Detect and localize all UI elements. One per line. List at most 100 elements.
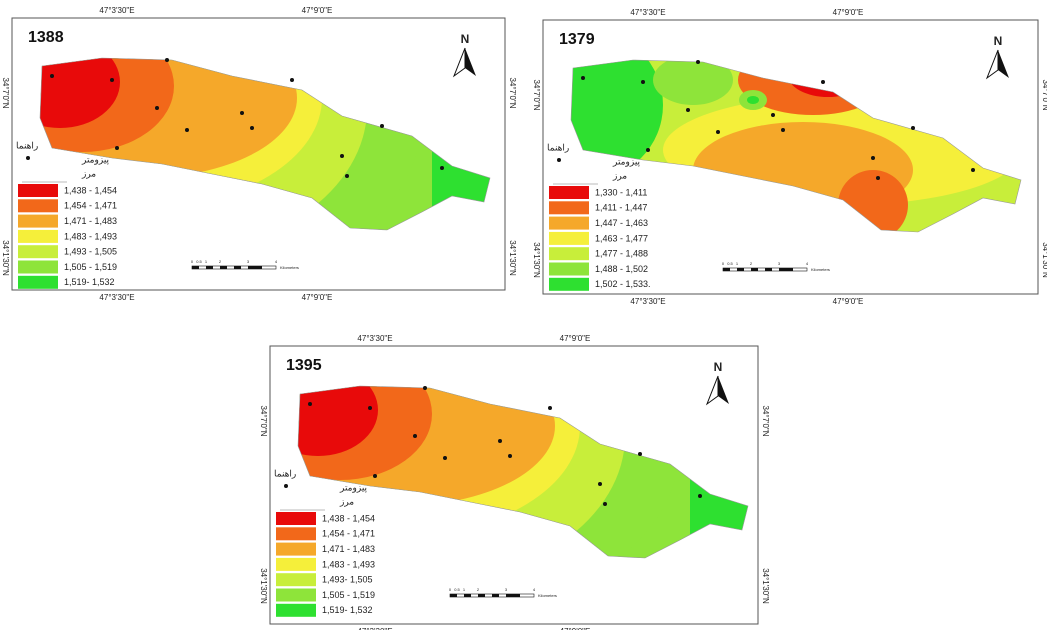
legend-swatch (549, 277, 589, 291)
piezometer-point (110, 78, 114, 82)
piezometer-point (373, 474, 377, 478)
scale-bar (765, 268, 772, 271)
scale-bar (492, 594, 499, 597)
legend-label: 1,493 - 1,505 (64, 247, 117, 257)
scale-unit: Kilometers (811, 267, 830, 272)
scale-bar (464, 594, 471, 597)
legend-swatch (549, 231, 589, 245)
legend-label: 1,483 - 1,493 (64, 231, 117, 241)
coord-label: 34°1'30"N (532, 242, 541, 278)
piezometer-point (290, 78, 294, 82)
coord-label: 34°7'0"N (1041, 79, 1047, 110)
legend-swatch (549, 186, 589, 199)
piezometer-point (641, 80, 645, 84)
legend-label: 1,330 - 1,411 (595, 187, 647, 197)
scale-bar (723, 268, 730, 271)
north-label: N (714, 360, 723, 374)
legend-swatch (18, 214, 58, 228)
north-label: N (994, 34, 1003, 48)
map-title: 1395 (286, 357, 322, 374)
piezometer-point (821, 80, 825, 84)
piezometer-point (250, 126, 254, 130)
legend-label: 1,471 - 1,483 (322, 544, 375, 554)
piezometer-point (581, 76, 585, 80)
coord-label: 47°9'0"E (833, 8, 864, 17)
piezometer-point (380, 124, 384, 128)
coord-label: 34°1'30"N (259, 568, 268, 604)
scale-tick: 3 (247, 259, 250, 264)
scale-bar (506, 594, 520, 597)
piezometer-point (876, 176, 880, 180)
legend-label: 1,471 - 1,483 (64, 216, 117, 226)
legend-point: پیزومتر (81, 154, 110, 165)
piezometer-point (686, 108, 690, 112)
scale-bar (478, 594, 485, 597)
coord-label: 47°3'30"E (357, 334, 392, 343)
north-arrow (452, 47, 466, 78)
coord-label: 34°1'30"N (508, 240, 517, 276)
scale-bar (220, 266, 227, 269)
scale-bar (206, 266, 213, 269)
scale-tick: 3 (505, 587, 508, 592)
piezometer-point (115, 146, 119, 150)
coord-label: 47°3'30"E (357, 627, 392, 630)
piezometer-point (423, 386, 427, 390)
legend-label: 1,438 - 1,454 (322, 513, 375, 523)
scale-bar (248, 266, 262, 269)
north-arrow (465, 48, 476, 76)
coord-label: 34°7'0"N (508, 77, 517, 108)
piezometer-point (638, 452, 642, 456)
legend-label: 1,454 - 1,471 (64, 201, 117, 211)
piezometer-point (771, 113, 775, 117)
piezometer-point (911, 126, 915, 130)
scale-bar (234, 266, 241, 269)
north-arrow (985, 49, 999, 80)
legend-label: 1,505 - 1,519 (322, 590, 375, 600)
legend-point-symbol (557, 158, 561, 162)
legend-label: 1,438 - 1,454 (64, 185, 117, 195)
scale-tick: 1 (463, 587, 466, 592)
legend-point-symbol (26, 156, 30, 160)
scale-tick: 0 (449, 587, 452, 592)
coord-label: 47°3'30"E (99, 6, 134, 15)
legend-label: 1,447 - 1,463 (595, 218, 648, 228)
legend-swatch (18, 184, 58, 197)
region-boundary (297, 385, 749, 559)
map-panel: 138847°3'30"E47°3'30"E47°9'0"E47°9'0"E34… (1, 6, 517, 302)
legend-swatch (276, 512, 316, 525)
legend-label: 1,502 - 1,533. (595, 279, 651, 289)
legend-label: 1,488 - 1,502 (595, 264, 648, 274)
legend-swatch (549, 201, 589, 215)
piezometer-point (308, 402, 312, 406)
zone (653, 60, 733, 105)
scale-tick: 4 (533, 587, 536, 592)
legend-swatch (18, 229, 58, 243)
legend-swatch (18, 199, 58, 213)
piezometer-point (240, 111, 244, 115)
scale-tick: 0 (722, 261, 725, 266)
piezometer-point (345, 174, 349, 178)
piezometer-point (440, 166, 444, 170)
legend-title: راهنما (274, 468, 296, 479)
scale-unit: Kilometers (280, 265, 299, 270)
legend-label: 1,477 - 1,488 (595, 249, 648, 259)
north-arrow (705, 375, 719, 406)
piezometer-point (696, 60, 700, 64)
north-label: N (461, 32, 470, 46)
coord-label: 47°9'0"E (302, 293, 333, 302)
coord-label: 47°3'30"E (630, 297, 665, 306)
coord-label: 47°9'0"E (560, 334, 591, 343)
legend-swatch (549, 247, 589, 261)
coord-label: 34°7'0"N (259, 405, 268, 436)
zone (747, 96, 759, 104)
legend-swatch (276, 542, 316, 556)
piezometer-point (781, 128, 785, 132)
legend-label: 1,411 - 1,447 (595, 203, 647, 213)
piezometer-point (340, 154, 344, 158)
legend-swatch (18, 245, 58, 259)
scale-bar (450, 594, 457, 597)
coord-label: 34°1'30"N (1041, 242, 1047, 278)
legend-point-symbol (284, 484, 288, 488)
legend-point: پیزومتر (612, 156, 641, 167)
piezometer-point (548, 406, 552, 410)
